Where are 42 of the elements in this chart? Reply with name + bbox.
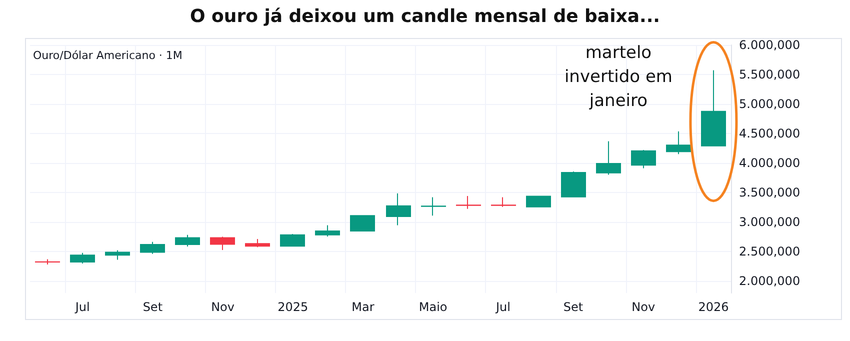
candlestick [526,196,551,208]
x-tick-label: Mar [352,300,374,314]
candlestick [175,234,200,247]
y-tick-label: 5.500,000 [739,68,800,82]
x-tick-label: 2026 [698,300,729,314]
x-tick-label: Maio [418,300,448,314]
candlestick [596,140,621,176]
candlestick [666,130,691,155]
y-tick-label: 2.000,000 [739,274,800,288]
candlestick [140,241,165,254]
y-tick-label: 4.000,000 [739,156,800,170]
x-tick-label: Jul [494,300,510,314]
x-tick-label: Set [563,300,584,314]
candlestick [245,238,270,248]
candlestick [315,224,340,237]
candlestick [701,70,726,146]
x-tick-label: Nov [632,300,656,314]
y-tick-label: 4.500,000 [739,126,800,141]
y-tick-label: 6.000,000 [739,38,800,52]
chart-subtitle: Ouro/Dólar Americano · 1M [33,49,182,62]
y-tick-label: 2.500,000 [739,244,800,259]
x-tick-label: 2025 [278,300,308,314]
candlestick [456,195,481,210]
candlestick [631,149,656,169]
y-tick-label: 3.000,000 [739,215,800,230]
candlestick [386,192,411,226]
candlestick [280,233,305,247]
candlestick [421,196,446,216]
candlestick [210,236,235,251]
x-tick-label: Jul [74,300,90,314]
y-tick-label: 3.500,000 [739,186,800,200]
candlestick [561,170,586,198]
x-tick-label: Set [142,300,163,314]
x-tick-label: Nov [211,300,234,314]
chart-title: O ouro já deixou um candle mensal de baixa... [188,6,662,27]
candlestick [350,215,375,232]
candlestick [105,250,130,260]
annotation: martelo invertido em janeiro [563,42,674,114]
candlestick [35,258,60,265]
candlestick [491,196,516,208]
candlestick [70,252,95,264]
y-tick-label: 5.000,000 [739,97,800,112]
